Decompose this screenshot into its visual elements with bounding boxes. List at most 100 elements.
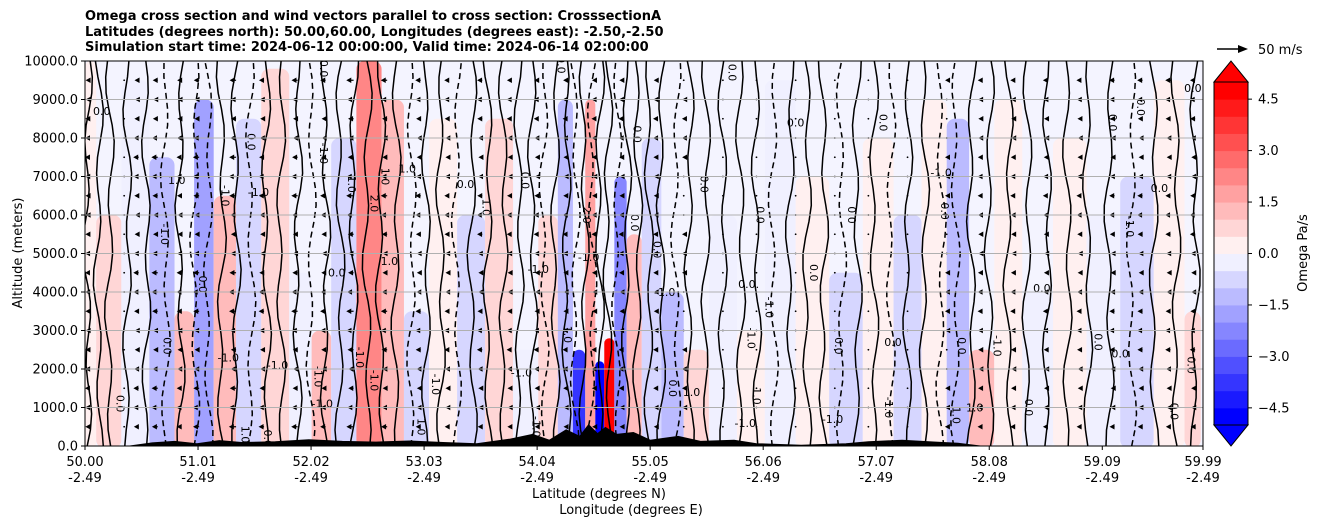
contour-label: 2.0 (367, 195, 380, 213)
wind-vector (977, 192, 983, 199)
contour-label: -1.0 (930, 167, 951, 180)
wind-vector (85, 154, 90, 161)
x-tick-label-lat: 58.08 (971, 455, 1008, 470)
wind-vector (794, 425, 797, 428)
contour-label: -1.0 (218, 351, 239, 364)
wind-vector (1191, 154, 1197, 161)
wind-vector (977, 308, 983, 315)
wind-vector (906, 79, 909, 82)
contour-label: 0.0 (651, 241, 664, 259)
wind-vector (478, 154, 484, 161)
wind-vector (507, 423, 513, 430)
wind-vector (192, 154, 200, 161)
contour-label: 0.0 (666, 380, 679, 398)
omega-band (513, 349, 539, 446)
contour-label: -1.0 (578, 251, 599, 264)
contour-label: 0.0 (1033, 282, 1051, 295)
wind-vector (416, 385, 422, 392)
chart-title: Omega cross section and wind vectors par… (85, 9, 664, 56)
wind-vector (794, 117, 797, 120)
wind-vector (681, 385, 687, 392)
x-tick-label-lon: -2.49 (68, 471, 102, 486)
wind-vector (320, 308, 326, 315)
contour-label: 1.0 (561, 326, 574, 344)
wind-vector (945, 117, 948, 120)
wind-vector (151, 423, 158, 430)
wind-vector (477, 308, 483, 315)
wind-vector (1110, 115, 1116, 122)
x-axis-label-latitude: Latitude (degrees N) (532, 487, 666, 502)
y-tick-label: 3000.0 (33, 324, 79, 339)
contour-label: 0.0 (1184, 356, 1197, 374)
colorbar-tick-label: 0.0 (1258, 247, 1279, 262)
contour-label: -1.0 (367, 370, 380, 391)
colorbar-segment (1214, 82, 1248, 100)
wind-vector (347, 154, 354, 161)
wind-vector (321, 385, 327, 392)
wind-vector (85, 385, 90, 392)
wind-vector (833, 156, 836, 159)
contour-label: -1.0 (530, 416, 543, 437)
x-tick-label-lat: 55.05 (632, 455, 669, 470)
wind-vector (721, 310, 724, 313)
wind-vector (1077, 269, 1083, 276)
wind-vector (1011, 231, 1017, 238)
wind-vector (794, 156, 797, 159)
omega-fill (85, 61, 1201, 446)
contour-label: 0.0 (698, 175, 711, 193)
contour-label: 1.0 (345, 175, 358, 193)
wind-vector (445, 154, 451, 161)
wind-vector (1011, 346, 1017, 353)
wind-vector (721, 233, 724, 236)
contour-label: 0.0 (457, 178, 475, 191)
wind-vector (506, 77, 512, 84)
wind-vector (380, 308, 388, 315)
wind-vector (653, 346, 659, 353)
wind-vector (563, 423, 569, 430)
wind-vector (348, 385, 354, 392)
wind-vector (1042, 308, 1048, 315)
wind-vector (1010, 423, 1016, 430)
wind-vector (833, 79, 836, 82)
x-tick-label-lon: -2.49 (746, 471, 780, 486)
wind-vector (794, 348, 797, 351)
wind-vector (176, 423, 182, 430)
wind-vector (945, 154, 951, 161)
wind-vector (591, 77, 597, 84)
wind-vector (682, 231, 688, 238)
quiver-key-arrowhead (1238, 45, 1248, 53)
wind-vector (833, 233, 836, 236)
wind-vector (258, 77, 265, 84)
plot-area: 0.0 0.0 0.0 1.0 -1.0 -1.0 -1.0 0.0 0.0 -1.0 1.0 0.0… (85, 61, 1203, 446)
wind-vector (506, 346, 512, 353)
wind-vector (867, 79, 870, 82)
colorbar-tick-label: −3.0 (1258, 350, 1290, 365)
wind-vector (133, 423, 139, 430)
wind-vector (1189, 77, 1196, 84)
wind-vector (85, 346, 91, 353)
wind-vector (228, 423, 237, 430)
wind-vector (945, 233, 948, 236)
contour-label: 0.0 (518, 172, 531, 190)
wind-vector (1190, 115, 1196, 122)
wind-vector (507, 154, 513, 161)
wind-vector (416, 115, 422, 122)
wind-vector (176, 269, 182, 276)
wind-vector (134, 346, 140, 353)
wind-vector (1076, 423, 1082, 430)
y-tick-label: 1000.0 (33, 401, 79, 416)
y-tick-label: 5000.0 (33, 247, 79, 262)
wind-vector (444, 115, 450, 122)
wind-vector (416, 269, 422, 276)
x-tick-label-lat: 54.04 (519, 455, 556, 470)
wind-vector (194, 115, 200, 122)
wind-vector (176, 192, 182, 199)
wind-vector (592, 423, 598, 430)
wind-vector (134, 231, 140, 238)
wind-vector (85, 269, 90, 276)
wind-vector (1042, 77, 1048, 84)
wind-vector (591, 385, 597, 392)
colorbar-segment (1214, 339, 1248, 357)
wind-vector (1190, 423, 1196, 430)
wind-vector (563, 192, 569, 199)
